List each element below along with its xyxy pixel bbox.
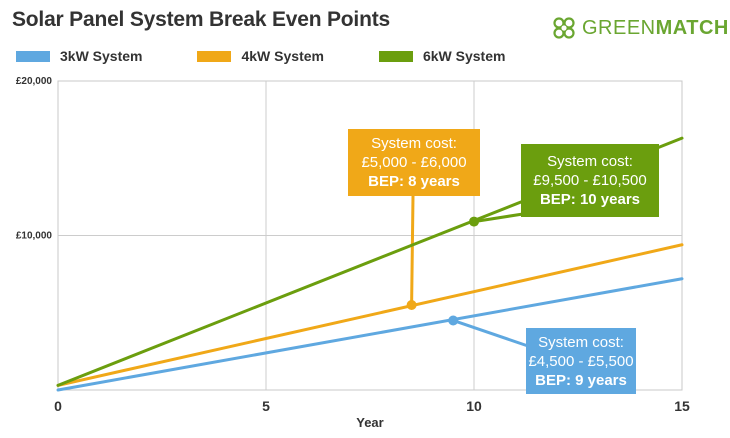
callout-3kw-cost: £4,500 - £5,500 bbox=[528, 353, 634, 370]
legend-item-4kw: 4kW System bbox=[197, 48, 324, 64]
y-tick-label-20000: £20,000 bbox=[16, 76, 53, 87]
legend-label-6kw: 6kW System bbox=[422, 48, 506, 64]
callout-3kw-label: System cost: bbox=[538, 334, 624, 351]
callout-6kw-bep: BEP: 10 years bbox=[539, 191, 641, 208]
chart-title: Solar Panel System Break Even Points bbox=[12, 8, 390, 31]
clover-logo-icon bbox=[553, 17, 575, 39]
x-tick-label-10: 10 bbox=[466, 398, 482, 414]
y-tick-label-10000: £10,000 bbox=[16, 231, 53, 242]
break-even-point-3kw bbox=[448, 315, 459, 326]
legend-swatch-3kw bbox=[16, 50, 50, 62]
x-axis-label: Year bbox=[356, 415, 383, 430]
callout-3kw-bep: BEP: 9 years bbox=[535, 372, 627, 389]
legend-item-6kw: 6kW System bbox=[378, 48, 506, 64]
x-tick-label-15: 15 bbox=[674, 398, 690, 414]
callout-4kw-bep: BEP: 8 years bbox=[368, 173, 460, 190]
break-even-point-6kw bbox=[469, 216, 479, 227]
series-line-4kw bbox=[56, 243, 684, 387]
break-even-point-4kw bbox=[406, 300, 417, 311]
legend-swatch-4kw bbox=[197, 50, 232, 62]
legend-swatch-6kw bbox=[378, 50, 413, 62]
callout-3kw: System cost: £4,500 - £5,500 BEP: 9 years bbox=[526, 328, 636, 394]
legend-item-3kw: 3kW System bbox=[16, 48, 142, 64]
connector-3kw bbox=[452, 319, 529, 348]
chart-legend: 3kW System 4kW System 6kW System bbox=[16, 48, 560, 64]
legend-label-3kw: 3kW System bbox=[60, 48, 143, 64]
callout-6kw-label: System cost: bbox=[547, 153, 633, 170]
callout-4kw-label: System cost: bbox=[371, 135, 457, 152]
legend-label-4kw: 4kW System bbox=[241, 48, 324, 64]
callout-4kw: System cost: £5,000 - £6,000 BEP: 8 years bbox=[348, 129, 480, 196]
callout-4kw-cost: £5,000 - £6,000 bbox=[361, 154, 467, 171]
x-tick-label-0: 0 bbox=[54, 398, 62, 414]
brand-wordmark: GREENMATCH bbox=[582, 16, 729, 39]
callout-6kw-cost: £9,500 - £10,500 bbox=[533, 172, 647, 189]
x-tick-label-5: 5 bbox=[262, 398, 270, 414]
series-line-3kw bbox=[56, 277, 684, 392]
callout-6kw: System cost: £9,500 - £10,500 BEP: 10 year… bbox=[521, 144, 659, 217]
connector-6kw bbox=[473, 212, 524, 224]
connector-4kw bbox=[410, 195, 415, 306]
brand-logo: GREENMATCH bbox=[552, 16, 729, 40]
